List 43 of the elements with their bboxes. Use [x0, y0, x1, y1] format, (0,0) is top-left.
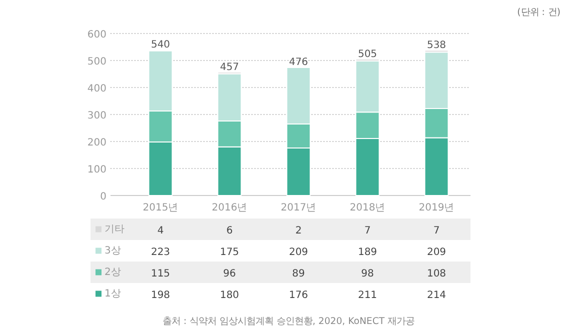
data-label: 89 [292, 268, 305, 280]
y-tick-label: 100 [87, 164, 107, 176]
y-tick-label: 300 [87, 110, 107, 122]
total-label: 505 [358, 49, 378, 60]
data-label: 189 [358, 246, 378, 258]
data-label: 223 [150, 246, 170, 258]
x-tick-label: 2015년 [142, 202, 178, 214]
total-label: 457 [220, 62, 240, 74]
data-label: 98 [361, 268, 374, 280]
data-label: 209 [288, 246, 308, 258]
data-label: 209 [426, 246, 446, 258]
legend-label: 2상 [104, 266, 121, 278]
y-tick-label: 400 [87, 84, 107, 94]
y-tick-label: 200 [87, 138, 107, 148]
y-tick-label: 600 [87, 30, 107, 40]
data-label: 7 [364, 225, 371, 236]
x-tick-label: 2018년 [350, 202, 386, 214]
data-label: 6 [226, 225, 233, 236]
total-label: 540 [150, 40, 170, 51]
x-tick-label: 2017년 [280, 202, 316, 214]
legend-label: 3상 [104, 245, 121, 256]
data-label: 115 [150, 268, 170, 280]
legend-label: 기타 [104, 224, 124, 235]
data-label: 198 [150, 290, 170, 301]
data-label: 7 [433, 225, 440, 236]
y-tick-label: 500 [87, 56, 107, 68]
total-label: 538 [426, 40, 446, 52]
data-label: 175 [220, 246, 240, 258]
x-tick-label: 2016년 [212, 202, 248, 214]
data-label: 214 [426, 290, 446, 301]
data-label: 96 [223, 268, 236, 280]
data-label: 180 [220, 290, 240, 301]
data-label: 2 [295, 225, 302, 236]
legend-label: 1상 [104, 288, 121, 300]
data-label: 211 [358, 290, 378, 301]
x-tick-label: 2019년 [418, 202, 454, 214]
data-label: 4 [157, 225, 164, 236]
y-tick-label: 0 [100, 192, 107, 202]
text: (단위 : 건) [517, 7, 561, 18]
total-label: 476 [288, 56, 308, 68]
source-note: 출처 : 식약처 임상시험계획 승인현황, 2020, KoNECT 재가공 [162, 316, 415, 327]
data-label: 108 [426, 268, 446, 280]
data-label: 176 [288, 290, 308, 301]
